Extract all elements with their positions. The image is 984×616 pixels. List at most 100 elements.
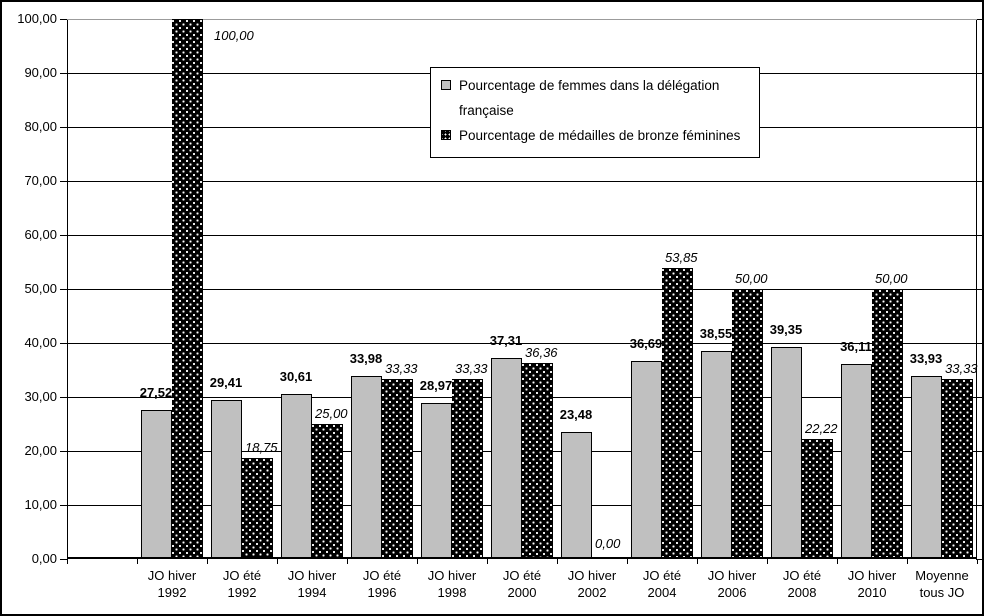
x-axis-tick [487, 559, 488, 564]
y-axis-tick [60, 505, 67, 506]
y-tick-label: 20,00 [24, 443, 57, 458]
y-tick-label: 40,00 [24, 335, 57, 350]
y-axis-tick [60, 289, 67, 290]
x-category-line2: 1998 [437, 585, 467, 600]
x-axis-tick [837, 559, 838, 564]
gridline [67, 289, 977, 290]
y-axis-tick-right [976, 181, 982, 182]
y-axis-tick-right [976, 451, 982, 452]
gridline [67, 343, 977, 344]
x-category-line1: JO hiver [847, 568, 897, 583]
value-label-bronze: 50,00 [735, 271, 768, 286]
value-label-bronze: 100,00 [214, 28, 254, 43]
x-axis-tick [907, 559, 908, 564]
legend-label-bronze: Pourcentage de médailles de bronze fémin… [459, 128, 741, 143]
x-category-line2: 2002 [577, 585, 607, 600]
x-category-line2: 2000 [507, 585, 537, 600]
x-axis-tick [277, 559, 278, 564]
legend: Pourcentage de femmes dans la délégation… [430, 67, 760, 158]
bar-bronze [452, 379, 483, 559]
y-tick-label: 70,00 [24, 173, 57, 188]
x-category-line1: JO hiver [147, 568, 197, 583]
value-label-femmes: 30,61 [279, 368, 313, 384]
x-category-line1: JO été [502, 568, 542, 583]
bar-femmes [841, 364, 872, 559]
x-axis-tick [977, 559, 978, 564]
bar-femmes [211, 400, 242, 559]
bar-femmes [771, 346, 802, 559]
y-tick-label: 60,00 [24, 227, 57, 242]
bar-femmes [491, 357, 522, 559]
y-axis-tick-right [976, 235, 982, 236]
value-label-femmes: 36,11 [840, 339, 872, 355]
x-category-line2: 1994 [297, 585, 327, 600]
legend-swatch-femmes-icon [441, 80, 451, 90]
x-axis-tick [767, 559, 768, 564]
x-category-label: JO hiver 1992 [133, 567, 211, 601]
value-label-femmes: 39,35 [769, 321, 803, 337]
y-axis-tick [60, 73, 67, 74]
bar-bronze [802, 439, 833, 559]
y-tick-label: 100,00 [17, 11, 57, 26]
value-label-femmes: 36,69 [629, 335, 663, 351]
x-category-label: JO hiver 1998 [413, 567, 491, 601]
legend-label-femmes: Pourcentage de femmes dans la délégation… [459, 78, 720, 118]
bar-femmes [911, 375, 942, 559]
value-label-femmes: 29,41 [209, 375, 243, 391]
y-tick-label: 50,00 [24, 281, 57, 296]
x-category-label: JO hiver 2002 [553, 567, 631, 601]
x-category-label: JO hiver 2006 [693, 567, 771, 601]
value-label-bronze: 18,75 [245, 439, 278, 455]
y-axis-tick-right [976, 559, 982, 560]
value-label-femmes: 33,98 [349, 350, 383, 366]
y-axis-tick [60, 343, 67, 344]
x-category-line1: JO été [362, 568, 402, 583]
value-label-bronze: 33,33 [385, 361, 418, 377]
y-tick-label: 30,00 [24, 389, 57, 404]
bar-bronze [522, 362, 553, 559]
x-category-label: JO été 2008 [763, 567, 841, 601]
x-category-line2: 2010 [857, 585, 887, 600]
x-category-line2: 2008 [787, 585, 817, 600]
y-tick-label: 90,00 [24, 65, 57, 80]
value-label-bronze: 50,00 [875, 271, 908, 286]
y-axis-tick-right [976, 127, 982, 128]
plot-area: 27,52 100,00 29,41 18,75 30,61 25,00 33,98 33,3… [67, 19, 978, 559]
x-axis-tick [207, 559, 208, 564]
y-axis-tick-right [976, 19, 982, 20]
x-category-line2: 2004 [647, 585, 677, 600]
y-axis-tick [60, 127, 67, 128]
value-label-femmes: 28,97 [419, 377, 453, 393]
y-tick-label: 10,00 [24, 497, 57, 512]
value-label-bronze: 33,33 [455, 361, 488, 377]
x-category-line1: JO été [222, 568, 262, 583]
value-label-femmes: 38,55 [699, 325, 733, 341]
bar-femmes [281, 393, 312, 559]
x-axis-tick [557, 559, 558, 564]
x-category-label: JO été 2000 [483, 567, 561, 601]
x-category-label: JO été 2004 [623, 567, 701, 601]
value-label-femmes: 37,31 [489, 332, 523, 348]
bar-femmes [141, 410, 172, 559]
x-category-line1: Moyenne [915, 568, 969, 583]
y-axis-tick [60, 19, 67, 20]
x-category-line1: JO hiver [567, 568, 617, 583]
bar-bronze [312, 424, 343, 559]
x-axis-tick [137, 559, 138, 564]
x-category-line1: JO hiver [287, 568, 337, 583]
bar-bronze [382, 379, 413, 559]
value-label-bronze: 25,00 [315, 406, 348, 421]
y-axis-tick-right [976, 397, 982, 398]
x-axis-tick [627, 559, 628, 564]
x-axis-tick [67, 559, 68, 564]
x-axis-tick [417, 559, 418, 564]
bar-femmes [701, 350, 732, 559]
x-category-line1: JO hiver [707, 568, 757, 583]
legend-swatch-bronze-icon [441, 130, 451, 140]
bar-femmes [421, 402, 452, 559]
y-axis-tick-right [976, 505, 982, 506]
y-axis-tick [60, 451, 67, 452]
x-category-line2: tous JO [919, 585, 965, 600]
value-label-bronze: 36,36 [525, 344, 558, 360]
